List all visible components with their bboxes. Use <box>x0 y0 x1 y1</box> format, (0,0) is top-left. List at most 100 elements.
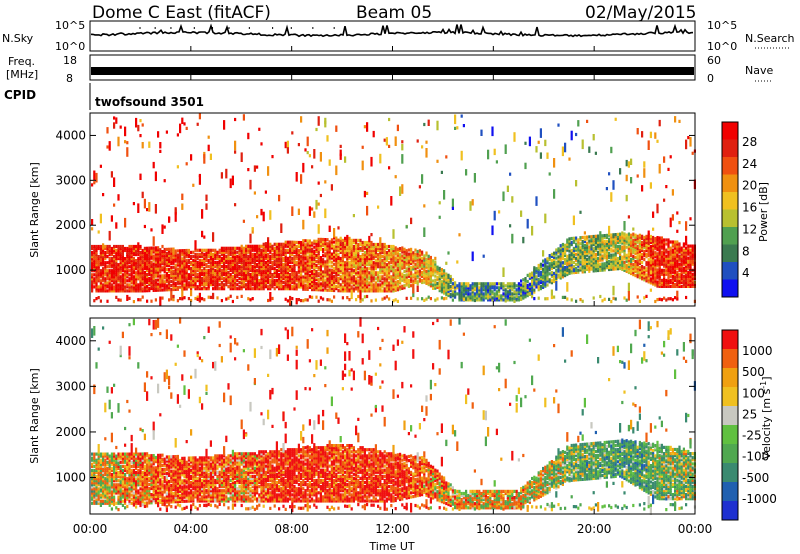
heat-cell <box>319 266 322 270</box>
heat-cell <box>300 281 303 285</box>
heat-cell <box>480 282 483 286</box>
heat-cell <box>577 244 580 248</box>
heat-cell <box>229 287 232 291</box>
heat-cell <box>643 235 646 239</box>
heat-cell <box>531 283 534 287</box>
heat-cell <box>581 248 584 252</box>
heat-cell <box>335 268 338 272</box>
heat-cell <box>190 271 193 275</box>
heat-cell <box>445 288 448 292</box>
heat-cell <box>377 205 380 209</box>
heat-cell <box>597 268 600 273</box>
heat-cell <box>344 285 347 289</box>
heat-cell <box>370 156 373 167</box>
heat-cell <box>572 240 575 244</box>
heat-cell <box>324 180 327 184</box>
heat-cell <box>161 262 164 266</box>
heat-cell <box>502 292 505 296</box>
heat-cell <box>344 277 347 281</box>
heat-cell <box>260 277 263 281</box>
heat-cell <box>157 268 160 272</box>
heat-cell <box>557 123 560 127</box>
heat-cell <box>154 171 157 182</box>
heat-cell <box>350 242 353 247</box>
heat-cell <box>374 246 377 251</box>
heat-cell <box>605 251 608 256</box>
heat-cell <box>374 263 377 267</box>
heat-cell <box>337 273 340 277</box>
heat-cell <box>346 273 349 277</box>
heat-cell <box>619 246 622 250</box>
heat-cell <box>363 277 366 281</box>
heat-cell <box>205 254 208 258</box>
heat-cell <box>346 265 349 269</box>
heat-cell <box>247 256 250 260</box>
heat-cell <box>663 256 666 260</box>
heat-cell <box>641 254 644 259</box>
heat-cell <box>317 241 320 245</box>
heat-cell <box>212 256 215 260</box>
heat-cell <box>390 261 393 265</box>
heat-cell <box>330 274 333 278</box>
heat-cell <box>370 275 373 279</box>
heat-cell <box>245 254 248 258</box>
heat-cell <box>104 246 107 251</box>
heat-cell <box>117 251 120 255</box>
heat-cell <box>185 271 188 275</box>
heat-cell <box>121 263 124 267</box>
heat-cell <box>621 239 624 243</box>
heat-cell <box>159 288 162 292</box>
heat-cell <box>647 276 650 280</box>
heat-cell <box>284 250 287 254</box>
heat-cell <box>185 261 188 265</box>
heat-cell <box>304 277 307 281</box>
heat-cell <box>460 288 463 292</box>
heat-cell <box>344 248 347 253</box>
heat-cell <box>104 251 107 255</box>
heat-cell <box>647 280 650 284</box>
heat-cell <box>603 254 606 258</box>
heat-cell <box>306 287 309 291</box>
heat-cell <box>636 240 639 244</box>
heat-cell <box>333 248 336 252</box>
heat-cell <box>330 256 333 260</box>
heat-cell <box>306 259 309 263</box>
heat-cell <box>207 144 210 152</box>
heat-cell <box>605 187 608 191</box>
heat-cell <box>469 201 472 211</box>
heat-cell <box>561 255 564 259</box>
heat-cell <box>638 255 641 260</box>
heat-cell <box>586 251 589 255</box>
heat-cell <box>377 255 380 259</box>
heat-cell <box>555 278 558 282</box>
heat-cell <box>113 257 116 261</box>
heat-cell <box>656 203 659 214</box>
heat-cell <box>427 266 430 271</box>
heat-cell <box>594 242 597 246</box>
heat-cell <box>258 250 261 254</box>
heat-cell <box>311 263 314 267</box>
heat-cell <box>172 257 175 261</box>
heat-cell <box>559 254 562 258</box>
heat-cell <box>104 265 107 269</box>
heat-cell <box>231 262 234 267</box>
heat-cell <box>176 133 179 137</box>
heat-cell <box>484 296 487 300</box>
heat-cell <box>348 275 351 279</box>
heat-cell <box>229 266 232 271</box>
heat-cell <box>308 239 311 243</box>
heat-cell <box>423 258 426 262</box>
heat-cell <box>223 258 226 262</box>
heat-cell <box>491 225 494 236</box>
heat-cell <box>311 279 314 284</box>
heat-cell <box>159 266 162 270</box>
heat-cell <box>372 244 375 249</box>
heat-cell <box>148 252 151 256</box>
heat-cell <box>660 254 663 258</box>
heat-cell <box>337 270 340 275</box>
heat-cell <box>473 298 476 303</box>
heat-cell <box>654 261 657 265</box>
heat-cell <box>271 155 274 159</box>
heat-cell <box>280 266 283 271</box>
heat-cell <box>638 274 641 278</box>
